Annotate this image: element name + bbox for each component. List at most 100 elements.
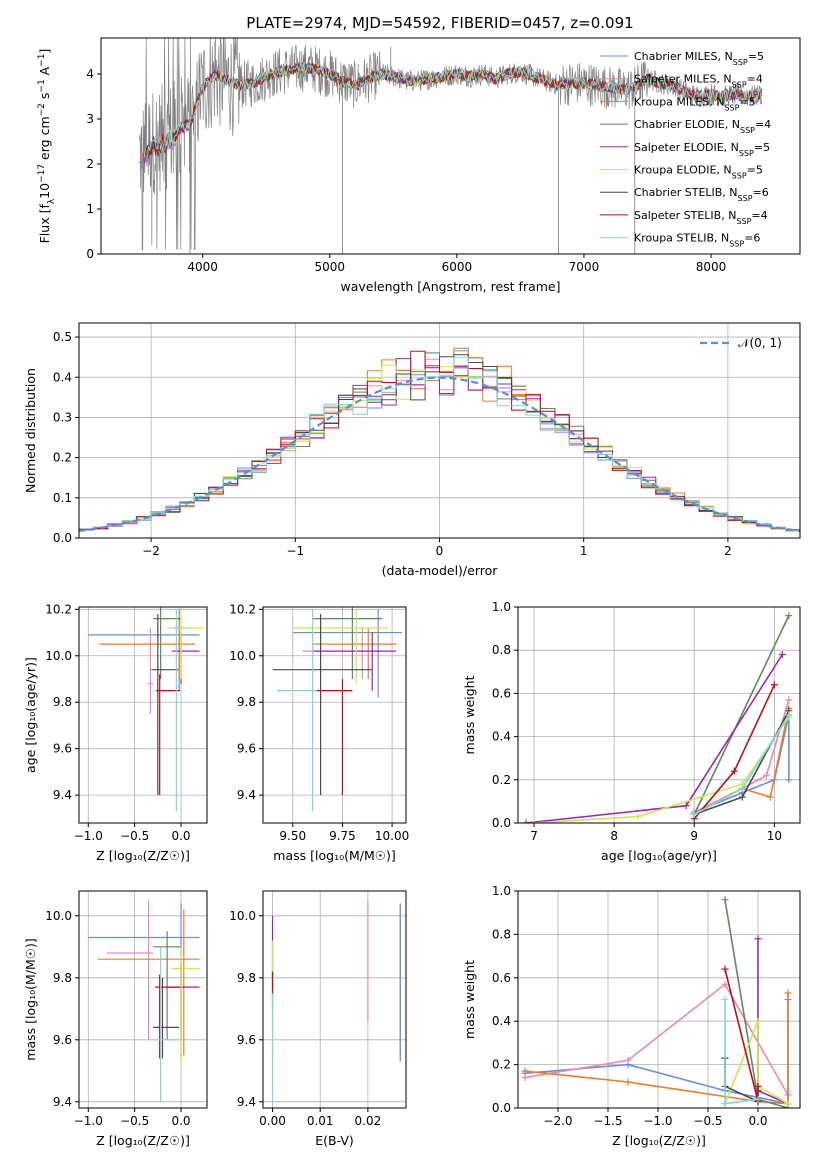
legend-entry: Chabrier ELODIE, NSSP=4 [634,118,771,135]
x-tick-label: −1.0 [74,829,103,843]
axes: 9.50 9.75 10.00 9.4 9.6 9.8 10.0 10.2 mass [log₁… [229,602,409,863]
y-tick-label: 0.8 [492,643,511,657]
grid-lines [263,891,406,1108]
x-tick-label: 0.01 [307,1114,334,1128]
legend: 𝒩(0, 1) [700,336,782,350]
x-tick-label: −1.0 [643,1114,672,1128]
y-tick-label: 2 [86,157,94,171]
x-tick-label: 0.0 [171,1114,190,1128]
x-axis-label: E(B-V) [315,1133,354,1148]
marker-salpeter-miles [762,771,770,779]
x-tick-label: 1 [580,544,588,558]
plot-area [522,612,793,823]
y-tick-label: 9.6 [237,1033,256,1047]
x-tick-label: 9.75 [329,829,356,843]
plot-area [138,38,763,254]
mass-vs-metallicity-panel: −1.0 −0.5 0.0 9.4 9.6 9.8 10.0 Z [log₁₀(Z/Z☉)] m… [23,890,208,1148]
y-tick-label: 0.8 [492,927,511,941]
y-tick-label: 9.8 [237,695,256,709]
y-axis-label: Flux [fλ10−17 erg cm−2 s−1 A−1] [37,49,57,244]
mass-vs-ebv-panel: 0.00 0.01 0.02 9.4 9.6 9.8 10.0 E(B-V) [229,890,407,1148]
marker-salpeter-miles [785,696,793,704]
x-tick-label: 7000 [569,260,600,274]
grid-lines [79,891,207,1108]
x-tick-label: −2 [142,544,160,558]
x-axis-label: (data-model)/error [382,563,499,578]
x-tick-label: 8 [610,829,618,843]
y-tick-label: 0.4 [492,730,511,744]
marker-salpeter-elodie [754,935,762,943]
series-salpeter-miles [693,699,790,813]
y-tick-label: 0.0 [53,531,72,545]
x-tick-label: 0.0 [171,829,190,843]
axes-frame [262,890,407,1109]
y-tick-label: 0.2 [53,451,72,465]
marker-kroupa-elodie [634,813,642,821]
axes-frame [517,606,801,824]
y-axis-label: mass weight [462,960,477,1039]
massweight-vs-metallicity-panel: −2.0 −1.5 −1.0 −0.5 0.0 0.0 0.2 0.4 0.6 0.8 1.0 Z [… [462,884,801,1148]
x-tick-label: −0.5 [120,1114,149,1128]
age-vs-mass-panel: 9.50 9.75 10.00 9.4 9.6 9.8 10.0 10.2 mass [log₁… [229,602,409,863]
x-tick-label: 9.50 [279,829,306,843]
x-tick-label: 5000 [314,260,345,274]
y-tick-label: 9.4 [53,788,72,802]
y-tick-label: 9.8 [53,695,72,709]
plot-area [88,900,200,1102]
y-tick-label: 1 [86,202,94,216]
x-tick-label: 7 [530,829,538,843]
axes: −2.0 −1.5 −1.0 −0.5 0.0 0.0 0.2 0.4 0.6 0.8 1.0 Z [… [462,884,801,1148]
axes: 7 8 9 10 0.0 0.2 0.4 0.6 0.8 1.0 age [log₁₀(age/yr… [462,600,801,863]
y-tick-label: 9.4 [237,1095,256,1109]
y-tick-label: 0.2 [492,1058,511,1072]
marker-salpeter-miles [624,1056,632,1064]
marker-salpeter-miles [521,1074,529,1082]
x-tick-label: −0.5 [120,829,149,843]
marker-chabrier-elodie [721,896,729,904]
series-kroupa-elodie [533,716,790,823]
series-salpeter-stelib [693,684,776,820]
marker-kroupa-miles [784,989,792,997]
marker-salpeter-stelib [721,965,729,973]
marker-kroupa-elodie [530,819,538,823]
axes-frame [78,606,208,824]
marker-chabrier-miles [785,776,793,784]
marker-kroupa-miles [624,1078,632,1086]
axes-frame [100,37,801,255]
marker-salpeter-stelib [770,681,778,689]
x-tick-label: 2 [724,544,732,558]
y-tick-label: 0.6 [492,686,511,700]
legend-entry: Kroupa ELODIE, NSSP=5 [634,164,763,181]
y-tick-label: 0.1 [53,491,72,505]
legend-entry: Salpeter STELIB, NSSP=4 [634,209,768,226]
y-tick-label: 10.0 [229,649,256,663]
x-tick-label: 10 [767,829,782,843]
marker-salpeter-stelib [730,767,738,775]
model-kroupa-stelib [146,62,762,159]
axes: 0.00 0.01 0.02 9.4 9.6 9.8 10.0 E(B-V) [229,890,407,1148]
x-tick-label: −1.5 [593,1114,622,1128]
x-tick-label: −2.0 [543,1114,572,1128]
massweight-vs-age-panel: 7 8 9 10 0.0 0.2 0.4 0.6 0.8 1.0 age [log₁₀(age/yr… [462,600,801,863]
legend-entry: Salpeter MILES, NSSP=4 [634,73,763,90]
marker-salpeter-miles [721,980,729,988]
y-tick-label: 9.4 [53,1095,72,1109]
y-tick-label: 10.0 [229,909,256,923]
marker-kroupa-stelib [785,711,793,719]
plot-area [271,900,401,1102]
y-tick-label: 9.6 [53,742,72,756]
axes: −1.0 −0.5 0.0 9.4 9.6 9.8 10.0 Z [log₁₀(Z/Z☉)] m… [23,890,208,1148]
series-kroupa-miles [524,993,789,1105]
y-tick-label: 3 [86,112,94,126]
x-tick-label: −0.5 [693,1114,722,1128]
model-salpeter-stelib [145,62,762,155]
marker-salpeter-stelib [754,1082,762,1090]
figure-title: PLATE=2974, MJD=54592, FIBERID=0457, z=0… [246,14,633,32]
axes-frame [78,890,208,1109]
y-tick-label: 9.4 [237,788,256,802]
series-chabrier-miles [524,999,789,1105]
marker-salpeter-elodie [522,819,530,823]
axes: −1.0 −0.5 0.0 9.4 9.6 9.8 10.0 10.2 Z [log₁₀(Z/Z… [23,602,208,863]
axes: −2 −1 0 1 2 0.0 0.1 0.2 0.3 0.4 0.5 (data-model)/er… [23,322,801,578]
